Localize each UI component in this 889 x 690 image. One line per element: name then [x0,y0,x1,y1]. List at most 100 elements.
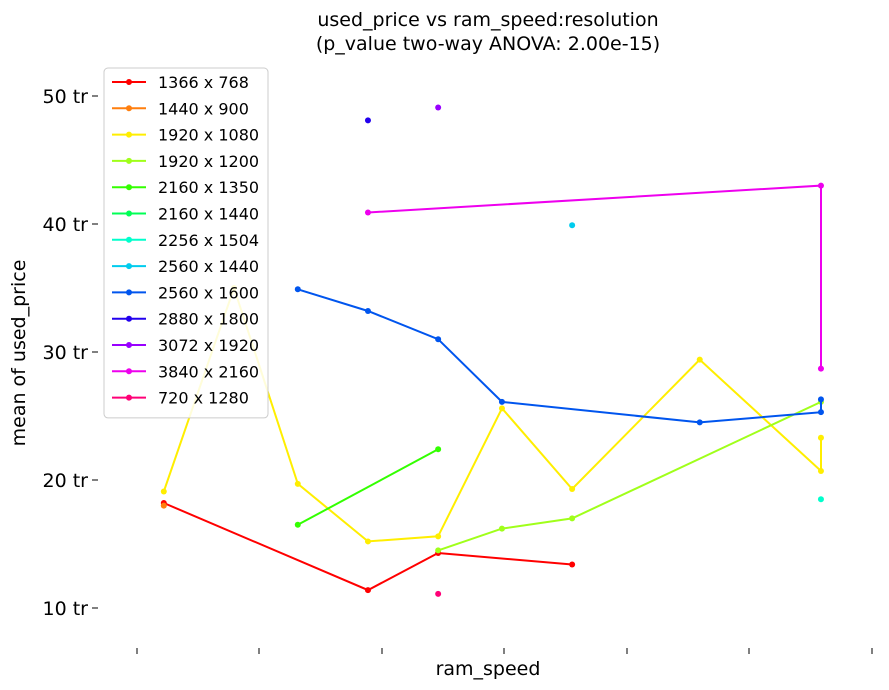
data-point-8-3 [498,398,505,405]
legend-item-3: 1920 x 1200 [112,152,259,171]
data-point-8-5 [817,409,824,416]
data-point-3-0 [435,547,442,554]
data-point-2-3 [364,538,371,545]
data-point-12-0 [435,590,442,597]
series-8 [294,286,824,426]
y-tick-label-0: 10 tr [43,598,89,620]
legend-item-6: 2256 x 1504 [112,231,259,250]
legend-label-11: 3840 x 2160 [158,362,259,381]
y-tick-label-3: 40 tr [43,214,89,236]
data-point-0-1 [364,587,371,594]
legend-marker-9 [126,315,132,322]
legend-item-11: 3840 x 2160 [112,362,259,381]
x-axis-label: ram_speed [436,658,541,680]
series-10 [435,104,442,111]
series-line-8 [297,288,822,424]
y-axis-label: mean of used_price [8,260,30,447]
chart-subtitle: (p_value two-way ANOVA: 2.00e-15) [316,33,660,55]
legend-label-12: 720 x 1280 [158,389,249,408]
legend-item-0: 1366 x 768 [112,73,249,92]
legend-label-1: 1440 x 900 [158,99,249,118]
series-6 [817,496,824,503]
data-point-7-0 [569,222,576,229]
y-axis: 10 tr 20 tr 30 tr 40 tr 50 tr [43,86,98,620]
series-11 [364,182,824,372]
legend-item-12: 720 x 1280 [112,389,249,408]
legend-item-2: 1920 x 1080 [112,126,259,145]
data-point-11-0 [364,209,371,216]
data-point-11-2 [817,365,824,372]
legend-label-2: 1920 x 1080 [158,126,259,145]
legend-label-7: 2560 x 1440 [158,257,259,276]
legend-marker-4 [126,184,132,191]
legend-marker-6 [126,236,132,243]
series-line-0 [163,502,573,592]
legend-item-7: 2560 x 1440 [112,257,259,276]
legend-box [103,67,269,419]
series-7 [569,222,576,229]
legend-marker-0 [126,79,132,85]
data-point-8-2 [435,336,442,343]
legend-marker-11 [126,368,132,375]
data-point-2-4 [435,533,442,540]
legend-marker-8 [126,289,132,296]
series-12 [435,590,442,597]
series-4 [294,446,442,528]
data-point-8-6 [817,396,824,403]
legend-label-10: 3072 x 1920 [158,336,259,355]
x-axis [136,648,873,654]
series-9 [364,117,371,124]
legend-label-6: 2256 x 1504 [158,231,259,250]
data-point-4-0 [294,521,301,528]
data-point-2-7 [696,356,703,363]
legend-label-5: 2160 x 1440 [158,205,259,224]
data-point-3-1 [498,525,505,532]
data-point-2-6 [569,485,576,492]
y-tick-label-2: 30 tr [43,342,89,364]
chart-title: used_price vs ram_speed:resolution [317,9,658,31]
data-point-9-0 [364,117,371,124]
data-point-6-0 [817,496,824,503]
legend-label-9: 2880 x 1800 [158,310,259,329]
data-point-2-8 [817,468,824,475]
y-tick-label-1: 20 tr [43,470,89,492]
legend-label-3: 1920 x 1200 [158,152,259,171]
legend-item-10: 3072 x 1920 [112,336,259,355]
data-point-8-1 [364,308,371,315]
legend-marker-2 [126,131,132,138]
legend-marker-10 [126,342,132,348]
data-point-8-4 [696,419,703,426]
series-0 [160,500,576,594]
legend-marker-7 [126,263,132,270]
legend-item-9: 2880 x 1800 [112,310,259,329]
data-point-2-0 [160,488,167,495]
legend-label-4: 2160 x 1350 [158,178,259,197]
series-3 [435,398,824,554]
data-point-1-0 [160,502,167,509]
legend-marker-12 [126,394,132,401]
data-point-2-5 [498,405,505,412]
series-line-4 [297,448,439,526]
legend: 1366 x 768 1440 x 900 1920 x 1080 1920 x 12… [103,67,269,419]
legend-item-5: 2160 x 1440 [112,205,259,224]
data-point-0-3 [569,561,576,568]
legend-marker-5 [126,210,132,217]
data-point-4-1 [435,446,442,453]
legend-marker-3 [126,157,132,164]
legend-marker-1 [126,105,132,112]
legend-item-1: 1440 x 900 [112,99,249,118]
legend-label-0: 1366 x 768 [158,73,249,92]
y-tick-label-4: 50 tr [43,86,89,108]
legend-item-4: 2160 x 1350 [112,178,259,197]
data-point-3-2 [569,515,576,522]
legend-item-8: 2560 x 1600 [112,283,259,302]
data-point-2-2 [294,480,301,487]
series-1 [160,502,167,509]
legend-label-8: 2560 x 1600 [158,283,259,302]
data-point-10-0 [435,104,442,111]
data-point-11-1 [817,182,824,189]
data-point-2-9 [817,434,824,441]
series-line-3 [437,400,822,552]
data-point-8-0 [294,286,301,293]
